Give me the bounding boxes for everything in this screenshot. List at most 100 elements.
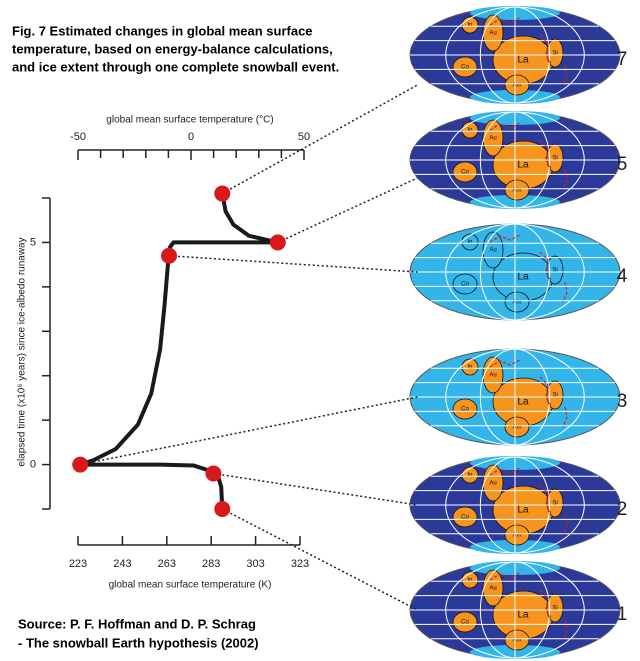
globe: La Co Am Si Au In 3 <box>409 348 628 446</box>
continent <box>504 416 530 438</box>
continent-label: Co <box>461 170 469 176</box>
continent-label: In <box>467 473 472 479</box>
continent-label: Co <box>461 282 469 288</box>
connector <box>221 508 418 611</box>
x2-tick-label: 0 <box>188 131 194 143</box>
globe: La Co Am Si Au In 7 <box>409 6 628 104</box>
continent-label: Am <box>513 533 522 539</box>
continent-label: La <box>517 610 529 621</box>
y-tick-label: 5 <box>30 236 36 248</box>
state-point <box>214 185 231 202</box>
continent-label: Au <box>489 481 496 487</box>
x-tick-label: 223 <box>69 558 87 570</box>
continent-label: Si <box>552 156 557 162</box>
continent <box>452 273 478 295</box>
continent-label: La <box>517 505 529 516</box>
continent <box>504 74 530 96</box>
continent-label: La <box>517 55 529 66</box>
continent <box>546 255 564 285</box>
continent-label: In <box>467 23 472 29</box>
continent-label: Am <box>513 425 522 431</box>
continent <box>452 611 478 633</box>
globe-number: 7 <box>617 49 628 70</box>
globe: La Co Am Si Au In 1 <box>409 561 628 659</box>
source-line: - The snowball Earth hypothesis (2002) <box>18 635 259 650</box>
continent-label: Am <box>513 188 522 194</box>
continent <box>504 291 530 313</box>
continent-label: In <box>467 128 472 134</box>
continent-label: Au <box>489 248 496 254</box>
ice-front <box>489 359 568 428</box>
continent-label: Co <box>461 515 469 521</box>
continent-label: Co <box>461 620 469 626</box>
globe-number: 4 <box>617 266 628 287</box>
continent-label: Si <box>552 393 557 399</box>
x2-tick-label: 50 <box>298 131 310 143</box>
title-line: temperature, based on energy-balance cal… <box>12 41 333 56</box>
continent <box>546 38 564 68</box>
continent <box>452 161 478 183</box>
globe-number: 5 <box>617 154 628 175</box>
state-point <box>205 465 222 482</box>
x-tick-label: 283 <box>202 558 220 570</box>
continent-label: La <box>517 397 529 408</box>
continent-label: Si <box>552 51 557 57</box>
connector <box>221 84 418 195</box>
title-line: and ice extent through one complete snow… <box>12 59 339 74</box>
continent-label: Au <box>489 136 496 142</box>
continent-label: La <box>517 160 529 171</box>
ice-front <box>489 17 568 86</box>
continent-label: In <box>467 578 472 584</box>
continent-label: In <box>467 240 472 246</box>
state-point <box>269 234 286 251</box>
continent-label: Au <box>489 31 496 37</box>
continent <box>452 56 478 78</box>
source-line: Source: P. F. Hoffman and D. P. Schrag <box>18 616 256 631</box>
continent <box>452 506 478 528</box>
ice-front <box>489 572 568 641</box>
globe: La Co Am Si Au In 4 <box>409 223 628 321</box>
globe: La Co Am Si Au In 5 <box>409 111 628 209</box>
continent <box>546 593 564 623</box>
state-point <box>72 456 89 473</box>
state-point <box>161 247 178 264</box>
continent <box>546 488 564 518</box>
x-tick-label: 243 <box>113 558 131 570</box>
x-tick-label: 323 <box>291 558 309 570</box>
continent <box>504 524 530 546</box>
continent-label: Am <box>513 638 522 644</box>
x2-tick-label: -50 <box>70 131 86 143</box>
continent-label: Co <box>461 65 469 71</box>
globe-number: 3 <box>617 391 628 412</box>
continent <box>546 380 564 410</box>
globe: La Co Am Si Au In 2 <box>409 456 628 554</box>
continent <box>504 179 530 201</box>
title-line: Fig. 7 Estimated changes in global mean … <box>12 23 313 38</box>
y-axis-label: elapsed time (x10⁶ years) since ice-albe… <box>17 237 28 466</box>
connector <box>80 396 418 466</box>
continent-label: La <box>517 272 529 283</box>
connector <box>213 472 418 506</box>
continent-label: Si <box>552 268 557 274</box>
globe-number: 2 <box>617 499 628 520</box>
y-tick-label: 0 <box>30 458 36 470</box>
continent-label: Am <box>513 83 522 89</box>
continent-label: Au <box>489 373 496 379</box>
x2-axis-label: global mean surface temperature (°C) <box>106 115 273 126</box>
continent-label: Au <box>489 586 496 592</box>
continent <box>546 143 564 173</box>
connector <box>168 255 418 273</box>
state-point <box>214 501 231 517</box>
ice-front <box>489 122 568 191</box>
continent-label: In <box>467 365 472 371</box>
continent-label: Si <box>552 606 557 612</box>
continent-label: Am <box>513 300 522 306</box>
connector <box>277 177 418 244</box>
continent-label: Si <box>552 501 557 507</box>
continent <box>452 398 478 420</box>
x-tick-label: 303 <box>246 558 264 570</box>
ice-front <box>489 234 568 303</box>
x-tick-label: 263 <box>158 558 176 570</box>
globe-number: 1 <box>617 604 628 625</box>
